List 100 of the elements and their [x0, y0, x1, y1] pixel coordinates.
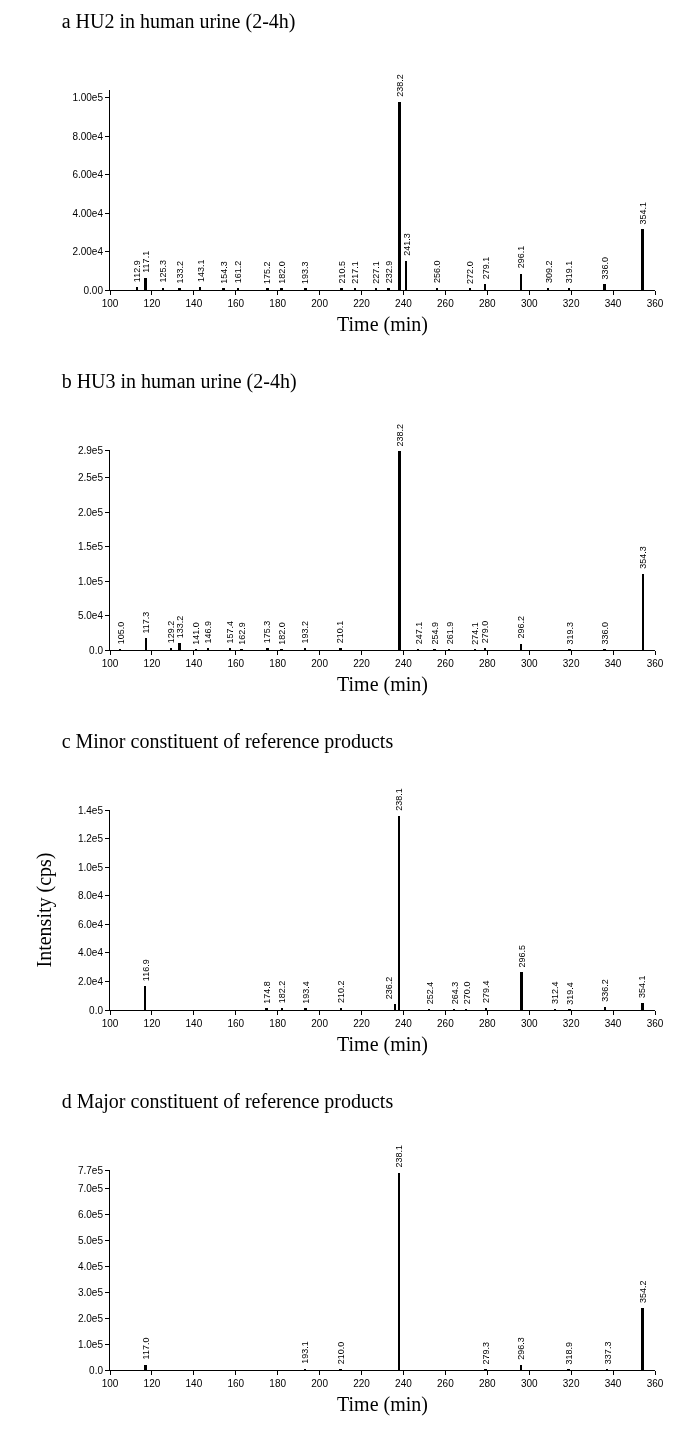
annotation: 279.1	[480, 256, 491, 280]
x-tick-label: 120	[143, 1018, 161, 1029]
annotation: 252.4	[424, 981, 435, 1005]
x-tick-label: 160	[227, 1018, 245, 1029]
x-tick-label: 360	[646, 658, 664, 669]
x-tick-label: 100	[101, 1378, 119, 1389]
annotation: 270.0	[461, 981, 472, 1005]
y-tick-label: 0.00	[83, 284, 104, 296]
annotation: 319.4	[565, 982, 576, 1005]
x-tick-label: 200	[311, 1018, 329, 1029]
y-tick-label: 3.0e5	[77, 1286, 104, 1298]
x-tick-label: 340	[604, 298, 622, 309]
y-tick-label: 5.0e5	[77, 1234, 104, 1246]
x-tick-label: 280	[478, 658, 497, 669]
annotation: 133.2	[174, 261, 185, 284]
x-tick-label: 360	[646, 1018, 664, 1029]
annotation: 182.0	[276, 261, 287, 284]
x-tick-label: 220	[353, 1018, 371, 1029]
x-tick-label: 280	[478, 298, 497, 309]
y-tick-label: 1.2e5	[77, 833, 104, 845]
x-tick-label: 320	[562, 298, 580, 309]
y-tick-label: 2.0e5	[77, 506, 104, 518]
annotation: 154.3	[218, 261, 229, 284]
y-tick-label: 8.00e4	[72, 130, 104, 142]
x-tick-label: 240	[395, 1018, 413, 1029]
y-tick-label: 8.0e4	[77, 890, 104, 902]
annotation: 296.3	[516, 1337, 527, 1360]
x-tick-label: 300	[520, 658, 539, 669]
x-tick-label: 200	[311, 298, 329, 309]
annotation: 133.2	[174, 615, 185, 639]
x-tick-label: 220	[353, 298, 371, 309]
annotation: 129.2	[166, 620, 177, 644]
x-tick-label: 160	[227, 1378, 245, 1389]
y-tick-label: 2.5e5	[77, 472, 104, 484]
y-tick-label: 0.0	[89, 1364, 104, 1376]
annotation: 116.9	[140, 959, 151, 982]
x-tick-label: 100	[101, 298, 119, 309]
x-tick-label: 360	[646, 298, 664, 309]
annotation: 117.1	[140, 250, 151, 273]
x-tick-label: 300	[520, 1378, 539, 1389]
x-tick-label: 280	[478, 1378, 497, 1389]
annotation: 254.9	[429, 621, 440, 645]
y-tick-label: 1.0e5	[77, 861, 104, 873]
x-tick-label: 140	[185, 1378, 203, 1389]
annotation: 312.4	[550, 981, 561, 1005]
y-tick-label: 2.0e5	[77, 1312, 104, 1324]
y-tick-label: 6.00e4	[72, 169, 104, 181]
x-tick-label: 320	[562, 1378, 580, 1389]
annotation: 337.3	[602, 1341, 613, 1365]
annotation: 210.0	[335, 1341, 346, 1365]
x-tick-label: 340	[604, 658, 622, 669]
y-tick-label: 0.0	[89, 644, 104, 656]
x-axis-title: Time (min)	[337, 1032, 428, 1056]
annotation: 354.3	[638, 546, 649, 569]
y-tick-label: 1.0e5	[77, 1338, 104, 1350]
annotation: 117.0	[140, 1337, 151, 1360]
annotation: 279.0	[480, 620, 491, 644]
x-tick-label: 180	[269, 298, 287, 309]
x-tick-label: 260	[437, 1378, 455, 1389]
annotation: 227.1	[371, 261, 382, 284]
annotation: 238.1	[394, 1145, 405, 1168]
y-tick-label: 6.0e4	[77, 918, 104, 930]
annotation: 125.3	[158, 260, 169, 283]
annotation: 182.2	[277, 980, 288, 1004]
annotation: 296.1	[515, 245, 526, 269]
annotation: 182.0	[277, 622, 288, 645]
annotation: 175.3	[262, 620, 273, 644]
annotation: 354.1	[637, 202, 648, 225]
x-axis-title: Time (min)	[337, 312, 428, 336]
annotation: 247.1	[413, 621, 424, 645]
x-tick-label: 120	[143, 658, 161, 669]
annotation: 319.3	[564, 621, 575, 645]
annotation: 256.0	[432, 260, 443, 283]
x-tick-label: 180	[269, 1018, 287, 1029]
annotation: 232.9	[384, 260, 394, 284]
annotation: 336.2	[600, 979, 611, 1002]
y-tick-label: 1.4e5	[77, 804, 104, 816]
x-tick-label: 360	[646, 1378, 664, 1389]
annotation: 117.3	[140, 611, 151, 634]
chart-title: a HU2 in human urine (2-4h)	[61, 10, 296, 34]
annotation: 141.0	[191, 622, 202, 645]
annotation: 309.2	[543, 260, 554, 284]
annotation: 318.9	[564, 1342, 575, 1365]
annotation: 274.1	[470, 622, 481, 645]
x-tick-label: 240	[395, 298, 413, 309]
annotation: 193.2	[300, 620, 311, 644]
annotation: 272.0	[465, 261, 476, 284]
annotation: 354.1	[637, 975, 648, 998]
x-axis-title: Time (min)	[337, 1392, 428, 1416]
x-tick-label: 320	[562, 658, 580, 669]
annotation: 238.2	[394, 74, 405, 97]
annotation: 210.5	[336, 261, 347, 284]
x-tick-label: 240	[395, 658, 413, 669]
x-tick-label: 200	[311, 658, 329, 669]
annotation: 279.4	[480, 980, 491, 1004]
chart-title: c Minor constituent of reference products	[61, 730, 394, 754]
x-tick-label: 180	[269, 658, 287, 669]
x-tick-label: 300	[520, 298, 539, 309]
x-tick-label: 240	[395, 1378, 413, 1389]
x-tick-label: 140	[185, 658, 203, 669]
